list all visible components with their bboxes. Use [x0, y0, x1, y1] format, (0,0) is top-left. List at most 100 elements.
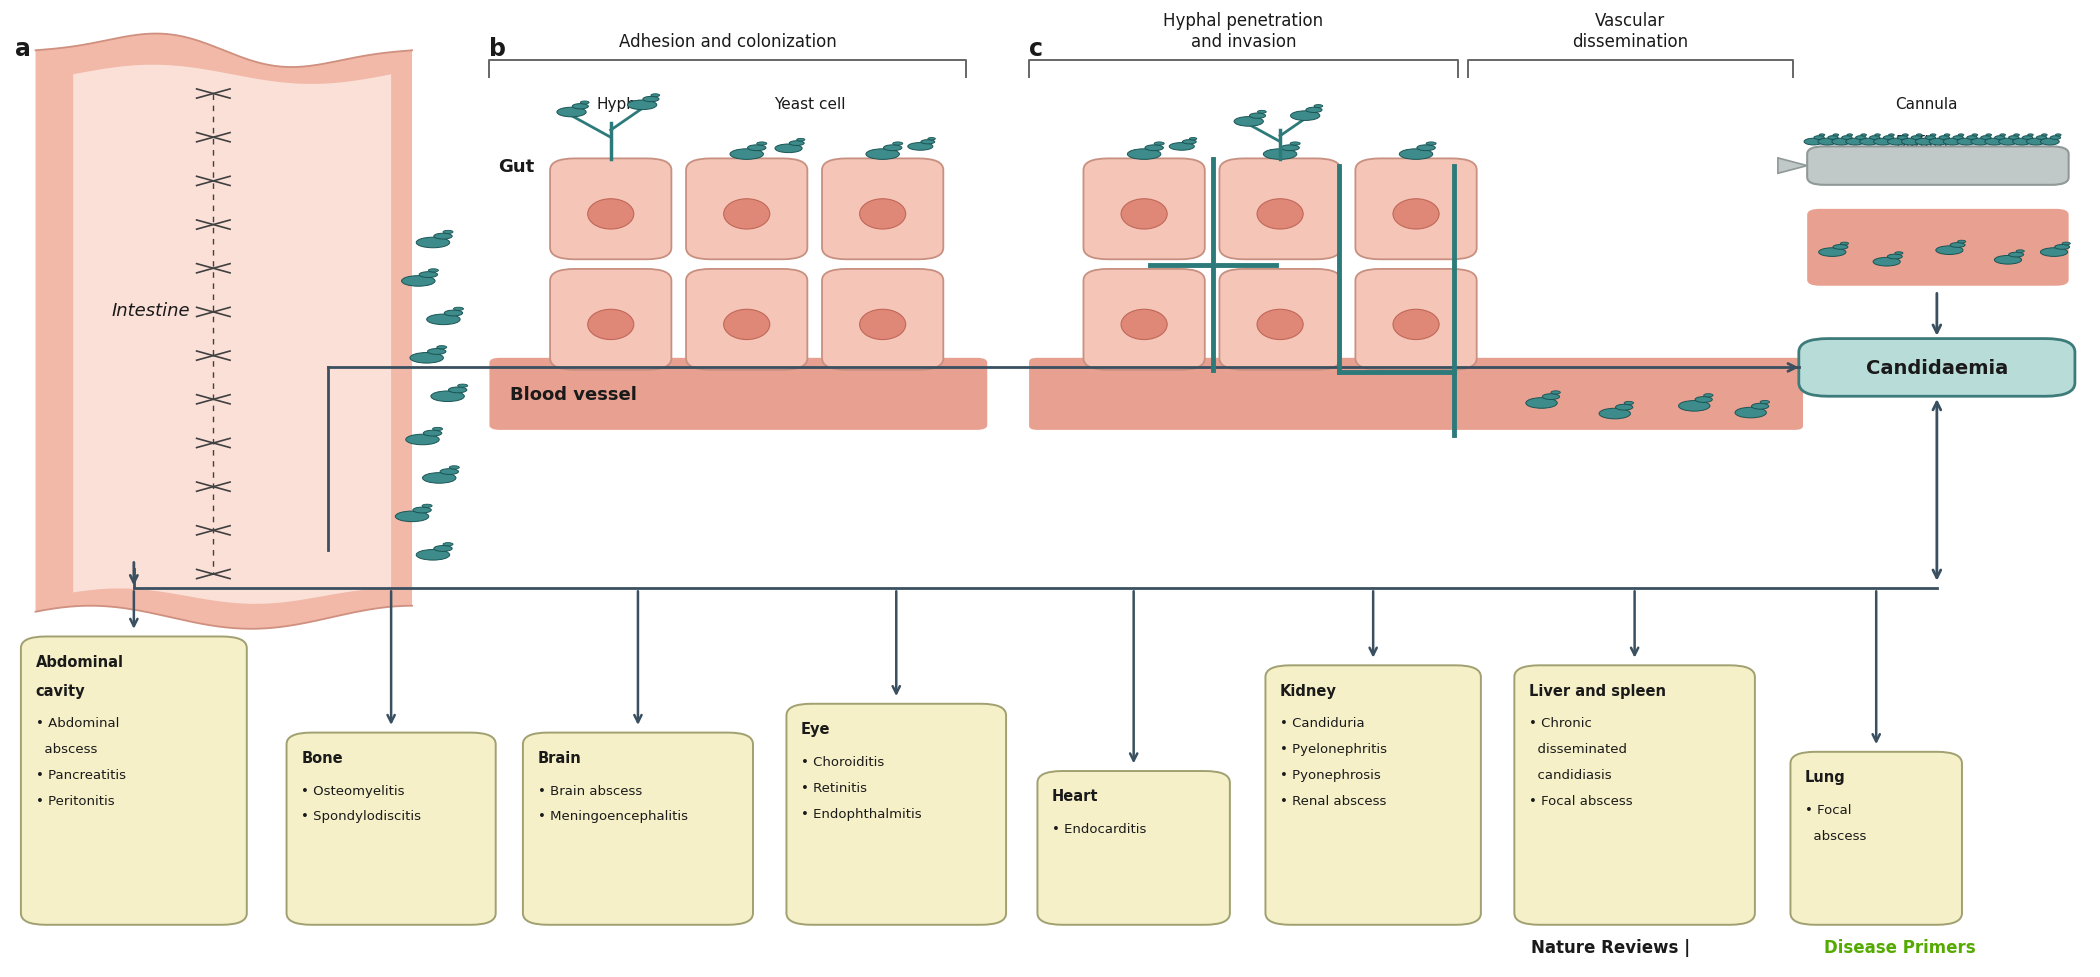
Ellipse shape	[1819, 135, 1825, 137]
Ellipse shape	[1804, 139, 1823, 146]
Text: • Renal abscess: • Renal abscess	[1281, 794, 1386, 807]
Ellipse shape	[1703, 395, 1714, 398]
Ellipse shape	[1392, 310, 1439, 340]
Ellipse shape	[859, 199, 905, 230]
Ellipse shape	[1735, 407, 1766, 418]
Ellipse shape	[859, 310, 905, 340]
FancyBboxPatch shape	[1029, 359, 1804, 431]
Ellipse shape	[1861, 139, 1880, 146]
Text: • Chronic: • Chronic	[1529, 716, 1592, 730]
Ellipse shape	[1155, 143, 1163, 146]
Ellipse shape	[2008, 137, 2018, 141]
Text: Hyphal penetration
and invasion: Hyphal penetration and invasion	[1163, 13, 1323, 51]
Ellipse shape	[1189, 139, 1197, 141]
Polygon shape	[74, 65, 391, 604]
Ellipse shape	[756, 143, 766, 146]
Ellipse shape	[1315, 106, 1323, 108]
Ellipse shape	[1170, 144, 1195, 151]
Ellipse shape	[1281, 146, 1300, 151]
Ellipse shape	[1894, 252, 1903, 255]
Ellipse shape	[1258, 111, 1266, 114]
Text: a: a	[15, 37, 32, 61]
Ellipse shape	[1888, 139, 1907, 146]
Text: • Endocarditis: • Endocarditis	[1052, 822, 1147, 835]
Text: Cannula: Cannula	[1894, 97, 1957, 111]
Ellipse shape	[2037, 137, 2048, 141]
Ellipse shape	[1552, 392, 1560, 395]
Ellipse shape	[437, 346, 447, 350]
Ellipse shape	[796, 139, 804, 142]
Ellipse shape	[1840, 243, 1848, 245]
Ellipse shape	[395, 512, 428, 522]
FancyBboxPatch shape	[687, 270, 806, 370]
Text: • Pancreatitis: • Pancreatitis	[36, 768, 126, 782]
Ellipse shape	[1900, 139, 1919, 146]
Ellipse shape	[1399, 149, 1432, 160]
Ellipse shape	[1936, 246, 1964, 255]
Ellipse shape	[416, 550, 449, 561]
Ellipse shape	[2029, 135, 2033, 137]
Ellipse shape	[1873, 139, 1892, 146]
Ellipse shape	[422, 505, 433, 508]
Ellipse shape	[441, 469, 458, 475]
Ellipse shape	[435, 546, 452, 552]
Ellipse shape	[1945, 135, 1951, 137]
Ellipse shape	[2010, 253, 2024, 258]
Ellipse shape	[1968, 137, 1978, 141]
Ellipse shape	[1957, 135, 1964, 137]
Text: Hypha: Hypha	[596, 97, 647, 111]
Ellipse shape	[1831, 139, 1850, 146]
Ellipse shape	[1418, 146, 1434, 151]
Ellipse shape	[2050, 137, 2060, 141]
Text: c: c	[1029, 37, 1044, 61]
Text: Biofilm: Biofilm	[1894, 135, 1949, 150]
Text: • Pyonephrosis: • Pyonephrosis	[1281, 768, 1382, 782]
Ellipse shape	[2016, 250, 2024, 253]
Text: • Choroiditis: • Choroiditis	[800, 755, 884, 768]
Text: • Meningoencephalitis: • Meningoencephalitis	[538, 810, 687, 823]
Ellipse shape	[1695, 398, 1711, 403]
FancyBboxPatch shape	[1800, 339, 2075, 397]
Text: • Spondylodiscitis: • Spondylodiscitis	[300, 810, 422, 823]
Ellipse shape	[1942, 139, 1961, 146]
Text: Liver and spleen: Liver and spleen	[1529, 683, 1665, 698]
Text: Eye: Eye	[800, 721, 832, 737]
Ellipse shape	[1250, 114, 1266, 119]
FancyBboxPatch shape	[1037, 771, 1231, 925]
Ellipse shape	[1888, 255, 1903, 260]
FancyBboxPatch shape	[821, 159, 943, 260]
Ellipse shape	[1289, 143, 1300, 146]
Ellipse shape	[428, 349, 445, 355]
Text: • Pyelonephritis: • Pyelonephritis	[1281, 743, 1388, 755]
Ellipse shape	[928, 139, 934, 141]
Text: Gut: Gut	[498, 157, 533, 176]
Text: Intestine: Intestine	[111, 302, 189, 319]
FancyBboxPatch shape	[821, 270, 943, 370]
Ellipse shape	[1760, 401, 1770, 404]
Ellipse shape	[430, 392, 464, 403]
FancyBboxPatch shape	[21, 637, 248, 925]
Ellipse shape	[1972, 135, 1978, 137]
Text: Vascular
dissemination: Vascular dissemination	[1573, 13, 1688, 51]
Ellipse shape	[1121, 310, 1168, 340]
Ellipse shape	[401, 276, 435, 287]
Ellipse shape	[1833, 245, 1848, 250]
Ellipse shape	[1915, 139, 1934, 146]
Text: Lung: Lung	[1806, 769, 1846, 785]
Ellipse shape	[1951, 243, 1966, 248]
Text: abscess: abscess	[36, 743, 97, 755]
Text: Blood vessel: Blood vessel	[510, 386, 636, 404]
Ellipse shape	[1957, 139, 1976, 146]
Ellipse shape	[588, 310, 634, 340]
Ellipse shape	[449, 466, 460, 470]
Ellipse shape	[907, 144, 932, 151]
Ellipse shape	[628, 101, 657, 110]
Text: candidiasis: candidiasis	[1529, 768, 1611, 782]
Ellipse shape	[775, 145, 802, 153]
Ellipse shape	[422, 473, 456, 484]
Ellipse shape	[922, 141, 934, 145]
FancyBboxPatch shape	[785, 704, 1006, 925]
Text: • Endophthalmitis: • Endophthalmitis	[800, 807, 922, 820]
Ellipse shape	[573, 105, 588, 109]
Ellipse shape	[1128, 149, 1161, 160]
